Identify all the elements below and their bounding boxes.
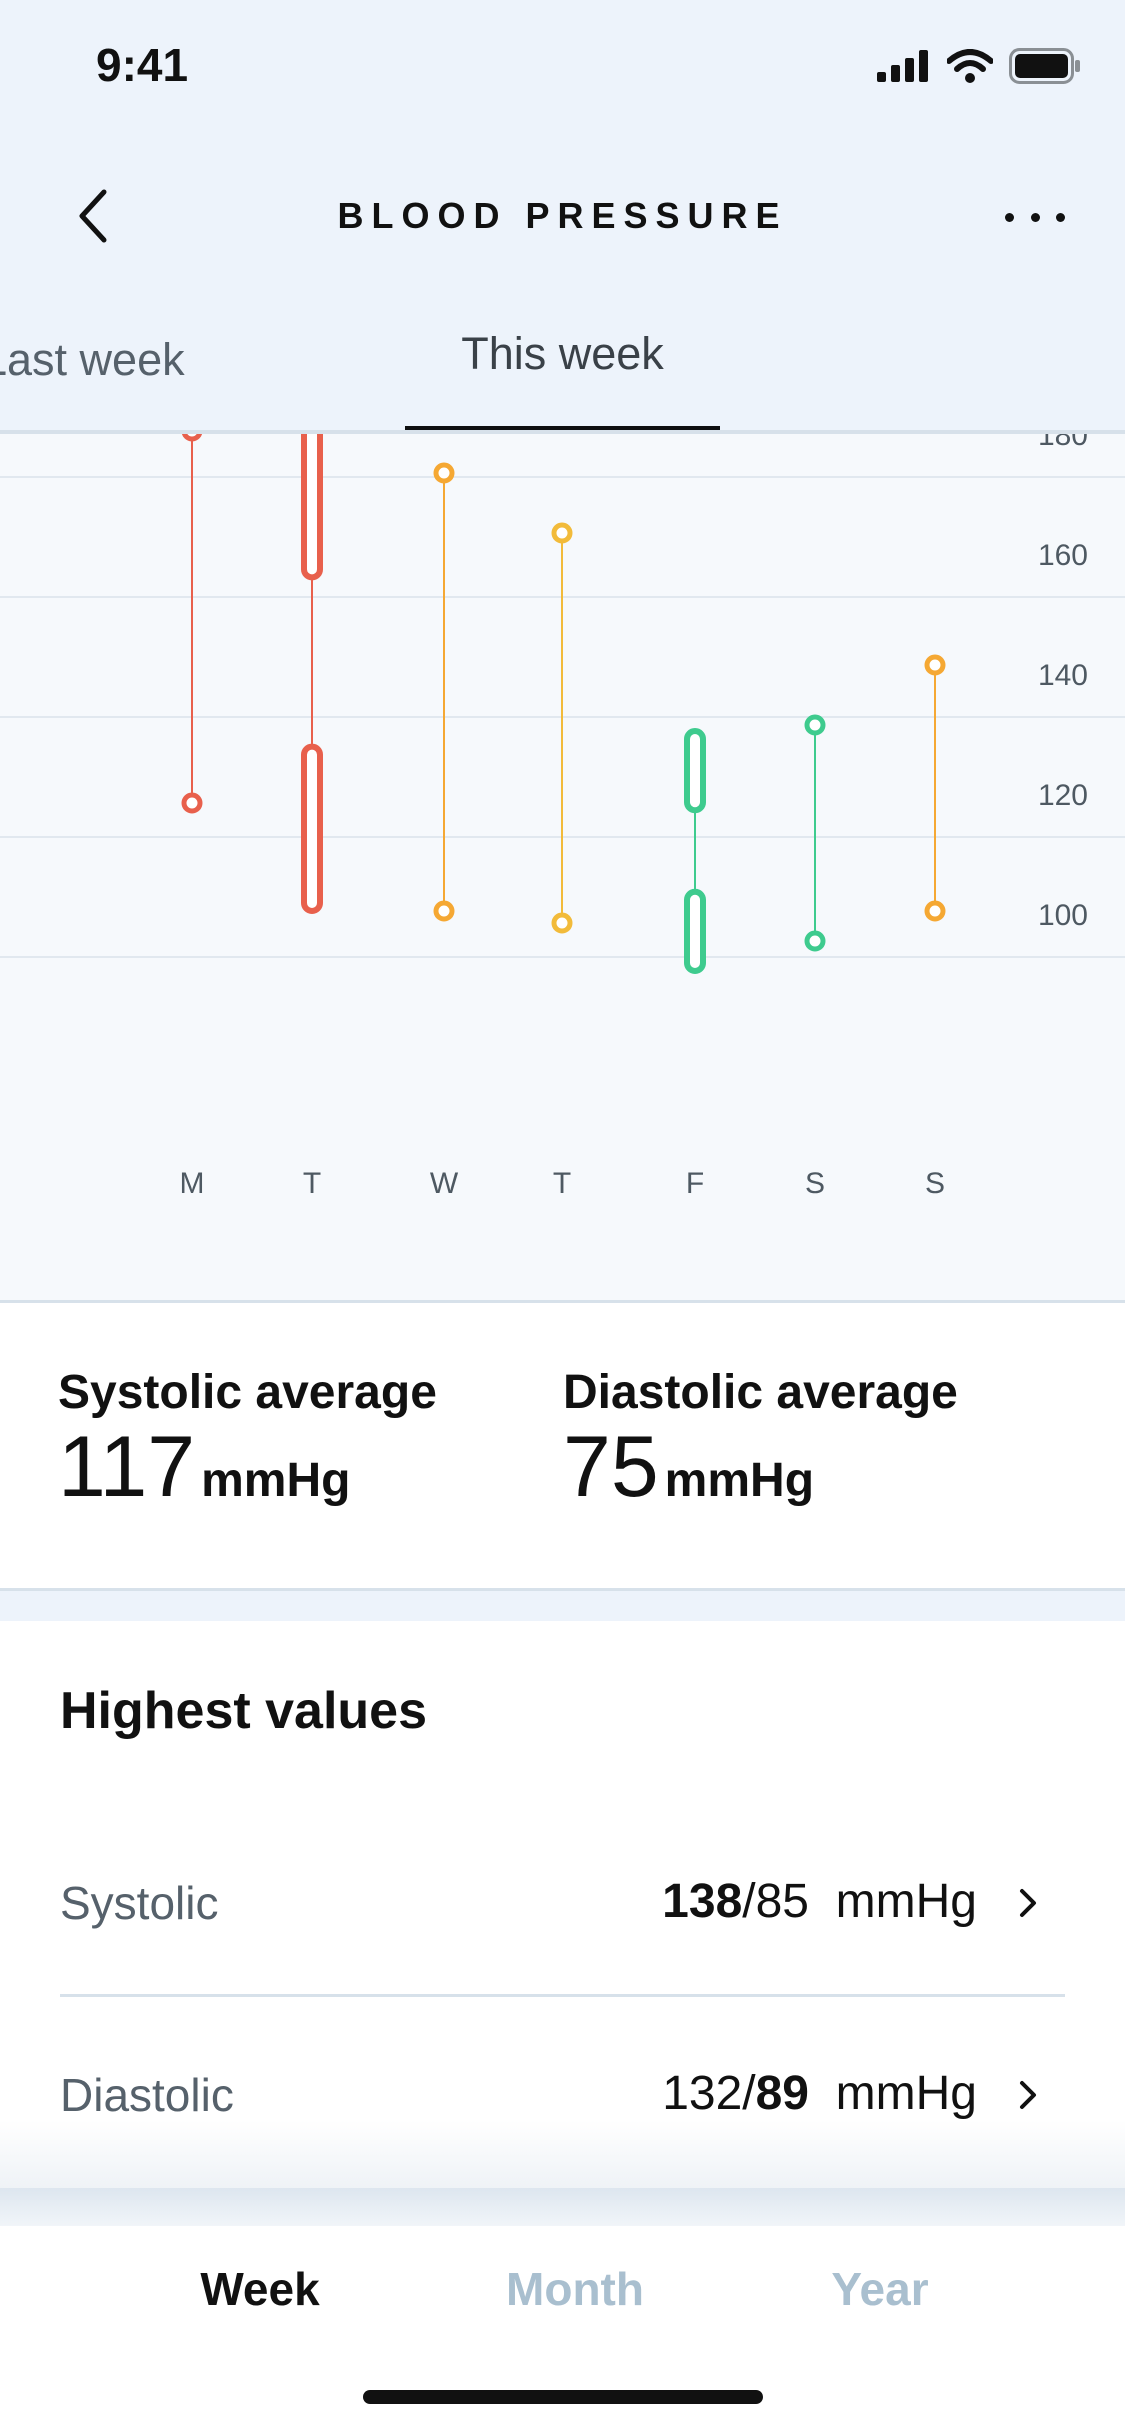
highest-systolic-row[interactable]: Systolic 138/85 mmHg <box>60 1848 1065 1958</box>
active-tab-indicator <box>405 426 720 430</box>
systolic-average-value: 117 mmHg <box>58 1424 437 1510</box>
tab-week[interactable]: Week <box>200 2263 320 2315</box>
chart-svg: 180 160 140 120 100 M T W T F S S <box>0 434 1125 1200</box>
row-label: Systolic <box>60 1877 219 1929</box>
back-chevron-icon[interactable] <box>66 186 126 246</box>
highest-diastolic-row[interactable]: Diastolic 132/89 mmHg <box>60 2040 1065 2150</box>
diastolic-point <box>551 912 573 934</box>
tab-this-week[interactable]: This week <box>461 328 664 379</box>
systolic-point <box>433 462 455 484</box>
systolic-point <box>551 522 573 544</box>
diastolic-point <box>924 900 946 922</box>
wifi-icon <box>947 49 993 83</box>
week-tabs: Last week This week <box>0 290 1125 434</box>
y-tick-label: 100 <box>1038 899 1088 932</box>
x-tick-label: S <box>805 1167 825 1200</box>
row-value: 138/85 mmHg <box>662 1874 977 1929</box>
status-time: 9:41 <box>96 39 189 91</box>
bottom-bar-shadow <box>0 2188 1125 2226</box>
y-tick-label: 120 <box>1038 779 1088 812</box>
chevron-right-icon <box>1020 2081 1036 2109</box>
section-divider <box>0 1591 1125 1621</box>
row-label: Diastolic <box>60 2069 234 2121</box>
tab-year[interactable]: Year <box>831 2263 929 2315</box>
diastolic-average-unit: mmHg <box>664 1454 815 1507</box>
systolic-pill <box>301 434 323 581</box>
systolic-average-label: Systolic average <box>58 1366 437 1419</box>
value-unit: mmHg <box>835 2067 977 2120</box>
averages-section: Systolic average 117 mmHg Diastolic avera… <box>0 1303 1125 1591</box>
row-divider <box>60 1994 1065 1997</box>
chevron-right-icon <box>1020 1889 1036 1917</box>
row-value: 132/89 mmHg <box>662 2066 977 2121</box>
systolic-pill <box>684 728 706 814</box>
diastolic-average-number: 75 <box>563 1419 659 1515</box>
x-tick-label: S <box>925 1167 945 1200</box>
x-tick-label: W <box>430 1167 459 1200</box>
value-bold: 138 <box>662 1875 743 1928</box>
x-tick-label: T <box>303 1167 321 1200</box>
x-tick-label: F <box>686 1167 704 1200</box>
systolic-average: Systolic average 117 mmHg <box>58 1365 437 1510</box>
diastolic-pill <box>684 888 706 974</box>
diastolic-point <box>804 930 826 952</box>
period-tab-bar: Week Month Year <box>0 2226 1125 2436</box>
highest-values-title: Highest values <box>60 1682 428 1740</box>
page-title: BLOOD PRESSURE <box>337 195 788 236</box>
x-tick-label: M <box>180 1167 205 1200</box>
highest-values-section: Highest values Systolic 138/85 mmHg Dias… <box>0 1621 1125 2191</box>
home-indicator[interactable] <box>363 2390 763 2404</box>
signal-icon <box>877 50 928 82</box>
systolic-point <box>804 714 826 736</box>
x-tick-label: T <box>553 1167 571 1200</box>
diastolic-average-label: Diastolic average <box>563 1366 958 1419</box>
tab-month[interactable]: Month <box>506 2263 644 2315</box>
battery-icon <box>1009 48 1080 84</box>
value-plain: 132/ <box>662 2067 756 2120</box>
y-tick-label: 160 <box>1038 539 1088 572</box>
status-icons <box>877 48 1081 84</box>
systolic-point <box>924 654 946 676</box>
more-options-icon[interactable] <box>1005 202 1065 232</box>
tab-last-week[interactable]: Last week <box>0 334 185 385</box>
blood-pressure-chart: 180 160 140 120 100 M T W T F S S <box>0 434 1125 1303</box>
value-rest: /85 <box>742 1875 809 1928</box>
diastolic-point <box>181 792 203 814</box>
systolic-average-unit: mmHg <box>201 1454 351 1507</box>
systolic-average-number: 117 <box>58 1419 196 1515</box>
y-tick-label: 180 <box>1038 434 1088 452</box>
value-unit: mmHg <box>835 1875 977 1928</box>
status-bar: 9:41 <box>0 0 1125 140</box>
nav-bar: BLOOD PRESSURE <box>0 140 1125 290</box>
systolic-point <box>181 434 203 442</box>
y-tick-label: 140 <box>1038 659 1088 692</box>
diastolic-average: Diastolic average 75 mmHg <box>563 1365 958 1510</box>
content-fade <box>0 2120 1125 2192</box>
diastolic-pill <box>301 743 323 914</box>
value-bold: 89 <box>755 2067 809 2120</box>
diastolic-average-value: 75 mmHg <box>563 1424 958 1510</box>
diastolic-point <box>433 900 455 922</box>
